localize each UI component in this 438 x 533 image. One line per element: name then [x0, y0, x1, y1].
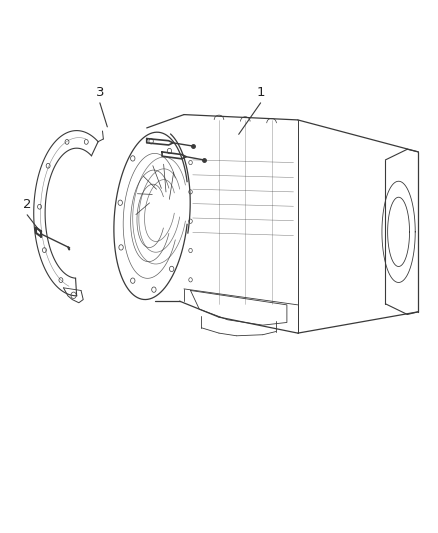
Text: 3: 3 — [95, 86, 104, 99]
Text: 2: 2 — [23, 198, 32, 211]
Text: 1: 1 — [256, 86, 265, 99]
